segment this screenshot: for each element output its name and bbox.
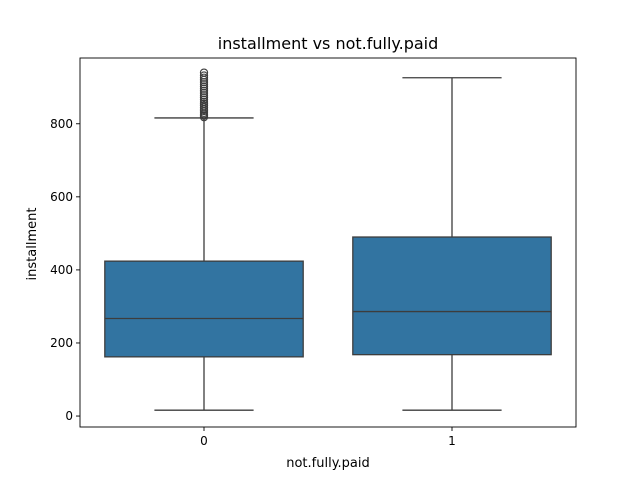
outlier-point [199,73,209,82]
chart-title: installment vs not.fully.paid [218,34,439,53]
iqr-box [352,236,552,356]
x-tick-label: 1 [448,434,456,448]
outlier-point [199,95,209,104]
outlier-point [199,91,209,100]
outlier-point [199,80,209,89]
box-0 [104,68,304,411]
x-axis-label: not.fully.paid [286,456,370,471]
box-1 [352,77,552,411]
outlier-point [199,82,209,91]
outlier-point [199,97,209,106]
iqr-box [104,260,304,358]
outlier-point [199,93,209,102]
plot-area [79,57,577,428]
outlier-point [199,71,209,80]
y-tick-label: 800 [50,117,73,131]
outlier-point [199,77,209,87]
y-tick-label: 200 [50,336,73,350]
outlier-point [199,84,209,93]
plot-frame [79,57,577,428]
y-axis-label: installment [25,208,40,281]
outlier-point [199,86,209,96]
outlier-point [199,68,209,77]
y-tick-label: 600 [50,190,73,204]
y-tick-label: 400 [50,263,73,277]
y-axis: 0 200 400 600 800 [50,117,80,423]
y-tick-label: 0 [65,409,73,423]
outlier-point [199,88,209,98]
boxes-group [104,68,552,411]
x-tick-label: 0 [200,434,208,448]
